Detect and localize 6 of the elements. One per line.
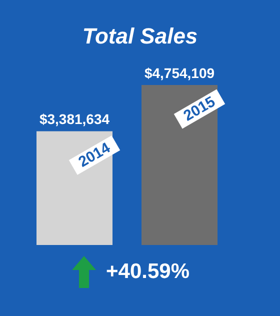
chart-title: Total Sales (82, 24, 198, 48)
x-tick-label: 2014 (76, 139, 114, 171)
x-tick-label: 2015 (180, 93, 218, 125)
data-label: $3,381,634 (39, 111, 110, 128)
text: +40.59% (106, 260, 190, 284)
data-label: $4,754,109 (144, 65, 215, 81)
